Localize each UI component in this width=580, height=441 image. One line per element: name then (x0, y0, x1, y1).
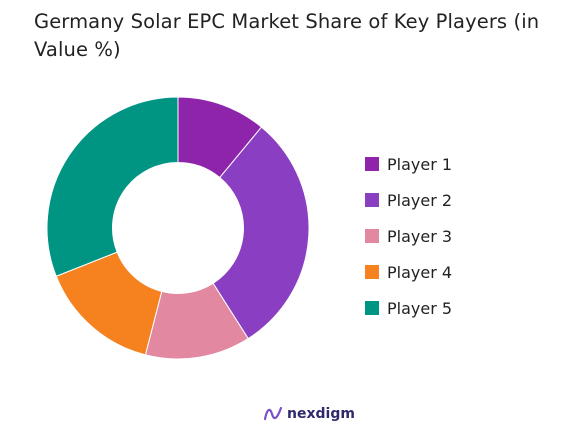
donut-slice-5 (46, 96, 179, 277)
legend-item-4: Player 4 (365, 254, 452, 290)
legend-item-1: Player 1 (365, 146, 452, 182)
legend-item-5: Player 5 (365, 290, 452, 326)
legend-label: Player 5 (387, 298, 453, 318)
chart-title: Germany Solar EPC Market Share of Key Pl… (34, 10, 540, 61)
legend-swatch (365, 301, 379, 315)
nexdigm-logo-icon (263, 406, 283, 421)
legend-swatch (365, 193, 379, 207)
brand-name: nexdigm (287, 406, 355, 422)
legend-label: Player 4 (387, 262, 453, 282)
legend-swatch (365, 265, 379, 279)
brand-logo: nexdigm (263, 405, 355, 423)
legend-swatch (365, 229, 379, 243)
legend-label: Player 1 (387, 154, 453, 174)
legend-swatch (365, 157, 379, 171)
chart-legend: Player 1 Player 2 Player 3 Player 4 Player 5 (365, 146, 452, 326)
donut-slice-2 (212, 126, 310, 340)
legend-item-3: Player 3 (365, 218, 452, 254)
legend-item-2: Player 2 (365, 182, 452, 218)
legend-label: Player 2 (387, 190, 453, 210)
legend-label: Player 3 (387, 226, 453, 246)
